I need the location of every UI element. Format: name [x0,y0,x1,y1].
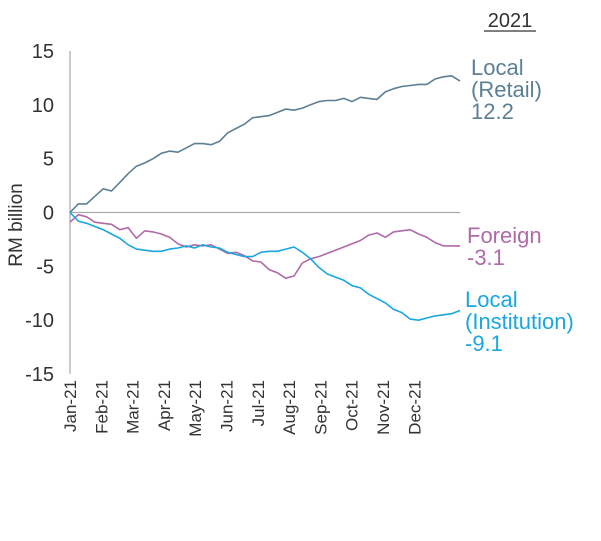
chart-title: 2021 [488,10,533,32]
y-tick-label: -10 [25,310,54,332]
x-tick-label: Jan-21 [61,380,80,432]
x-tick-label: Nov-21 [374,380,393,435]
end-label-foreign: Foreign -3.1 [467,223,542,270]
end-label-line: Foreign [467,223,542,248]
y-tick-label: 5 [43,149,54,171]
end-label-line: (Retail) [471,77,542,102]
y-tick-label: -5 [36,256,54,278]
x-tick-label: Aug-21 [280,380,299,435]
end-label-line: Local [471,55,524,80]
series-line-foreign [69,213,460,280]
y-tick-label: 15 [32,41,54,63]
x-tick-label: Feb-21 [92,380,111,434]
x-tick-label: Jul-21 [249,380,268,426]
x-tick-label: Apr-21 [155,380,174,431]
x-tick-label: Mar-21 [124,380,143,434]
y-tick-label: 10 [32,95,54,117]
end-label-line: (Institution) [465,309,574,334]
series-line-local-retail [69,75,461,214]
end-label-line: -3.1 [467,245,505,270]
end-label-local-institution: Local (Institution) -9.1 [465,287,574,356]
end-label-local-retail: Local (Retail) 12.2 [471,55,542,124]
series-line-local-institution [69,211,461,322]
end-label-line: 12.2 [471,99,514,124]
x-tick-label: Dec-21 [405,380,424,435]
end-label-line: Local [465,287,518,312]
x-tick-label: Sep-21 [311,380,330,435]
x-tick-label: Oct-21 [343,380,362,431]
x-tick-label: Jun-21 [218,380,237,432]
y-tick-label: 0 [43,203,54,225]
y-tick-label: -15 [25,364,54,386]
end-label-line: -9.1 [465,331,503,356]
y-axis-label: RM billion [6,183,27,266]
x-tick-label: May-21 [186,380,205,437]
